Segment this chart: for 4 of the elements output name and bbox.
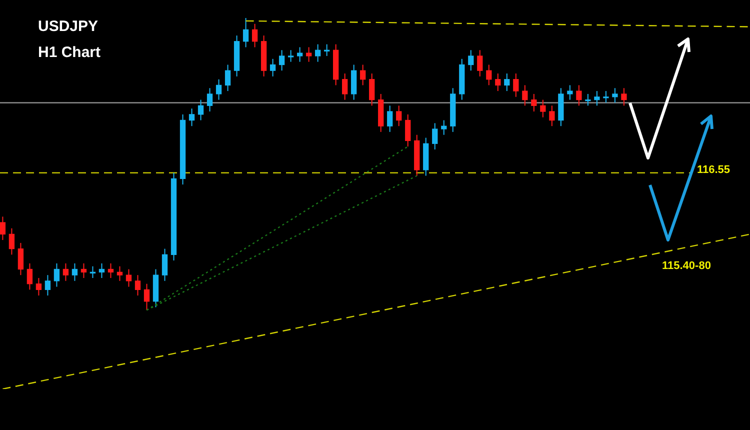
chart-title: USDJPY [38, 17, 100, 37]
annotation: 116.55 [697, 164, 730, 176]
text: H1 Chart [38, 43, 101, 63]
annotation: 115.40-80 [662, 260, 711, 272]
